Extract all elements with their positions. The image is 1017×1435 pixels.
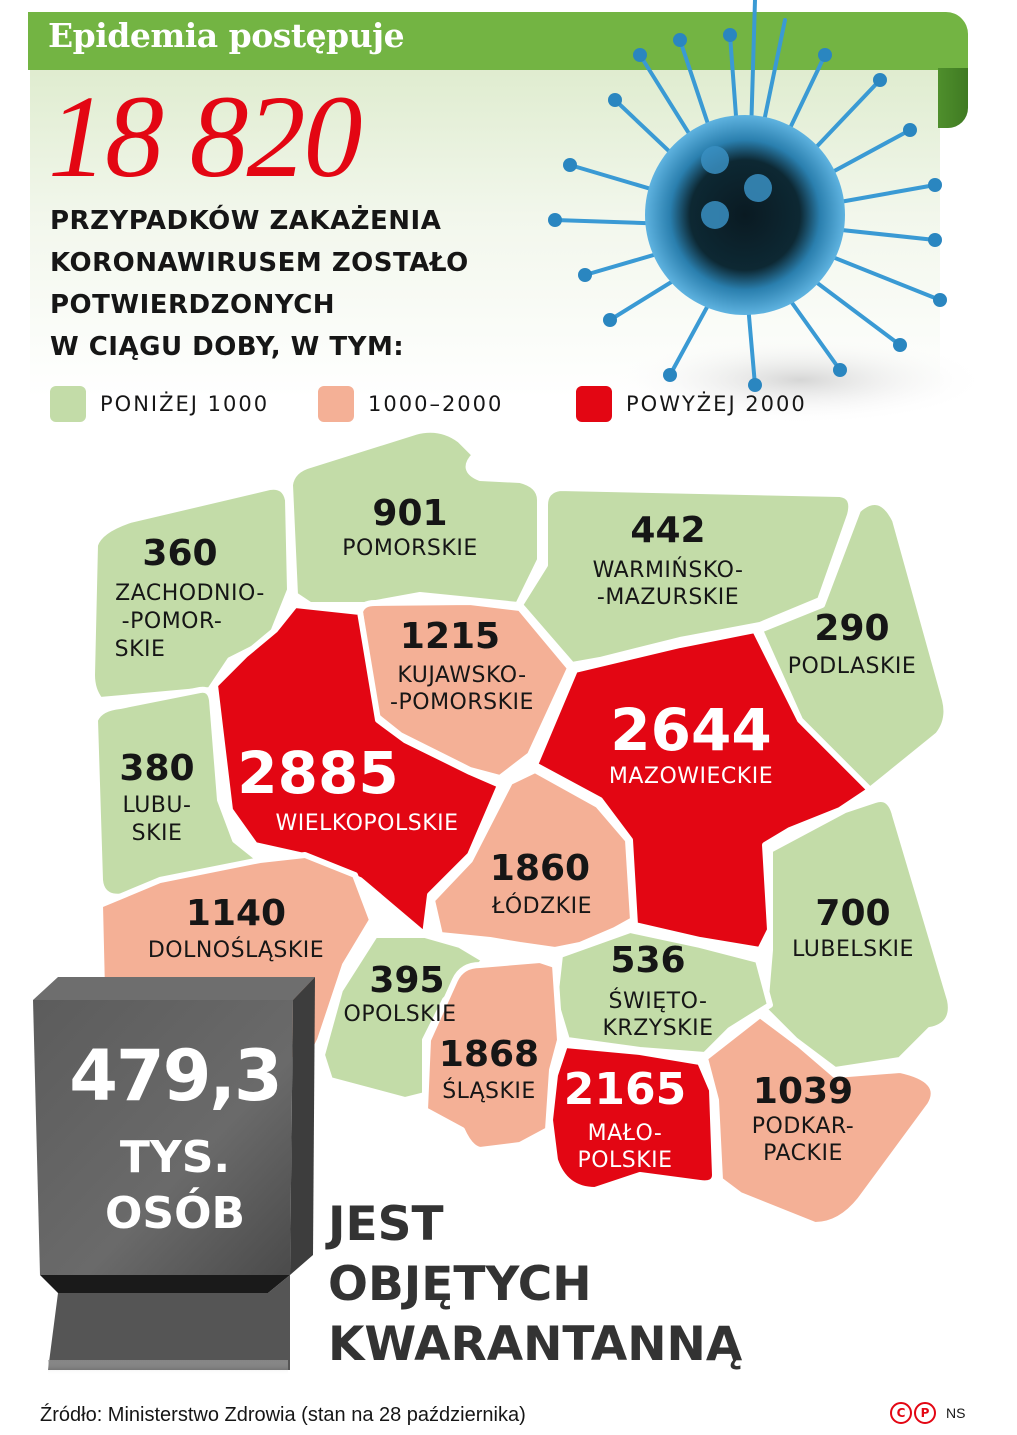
legend-label: 1000–2000 xyxy=(368,392,504,416)
legend-swatch-low xyxy=(50,386,86,422)
title-banner xyxy=(28,12,968,70)
subtitle: PRZYPADKÓW ZAKAŻENIA KORONAWIRUSEM ZOSTA… xyxy=(50,200,570,368)
region-value: 2885 xyxy=(237,739,398,807)
region-lubelskie[interactable] xyxy=(762,796,954,1073)
legend-item-low: PONIŻEJ 1000 xyxy=(50,385,269,423)
region-lubuskie[interactable] xyxy=(92,686,263,900)
subtitle-line: PRZYPADKÓW ZAKAŻENIA xyxy=(50,206,442,236)
region-name: ŁÓDZKIE xyxy=(491,893,592,919)
quarantine-unit-line: TYS. xyxy=(119,1132,231,1183)
region-name: ŚWIĘTO- xyxy=(609,988,708,1014)
region-name: ZACHODNIO- xyxy=(115,581,265,606)
copyright-icon: C xyxy=(890,1402,912,1424)
region-name: -POMOR- xyxy=(122,609,223,634)
region-value: 2644 xyxy=(610,696,771,764)
region-malopolskie[interactable] xyxy=(547,1042,718,1193)
banner-fold xyxy=(938,68,968,128)
quarantine-unit-line: OSÓB xyxy=(104,1188,246,1239)
region-name: OPOLSKIE xyxy=(344,1002,457,1027)
quarantine-number: 479,3 xyxy=(69,1035,282,1117)
region-value: 395 xyxy=(369,960,444,1001)
legend-label: POWYŻEJ 2000 xyxy=(626,392,807,416)
region-name: DOLNOŚLĄSKIE xyxy=(148,937,324,963)
region-name: WIELKOPOLSKIE xyxy=(275,811,458,836)
region-name: KRZYSKIE xyxy=(602,1016,713,1041)
quarantine-text-line: KWARANTANNĄ xyxy=(328,1317,743,1372)
region-name: SKIE xyxy=(115,637,166,662)
region-name: ŚLĄSKIE xyxy=(442,1078,536,1104)
virus-icon xyxy=(548,0,980,425)
subtitle-line: POTWIERDZONYCH xyxy=(50,290,336,320)
region-name: PODKAR- xyxy=(752,1114,854,1139)
legend-item-mid: 1000–2000 xyxy=(318,385,503,423)
region-name: POLSKIE xyxy=(577,1148,672,1173)
region-value: 1215 xyxy=(400,616,500,657)
region-name: MAŁO- xyxy=(588,1121,663,1146)
region-value: 2165 xyxy=(564,1064,686,1115)
region-name: -POMORSKIE xyxy=(390,690,534,715)
region-podlaskie[interactable] xyxy=(757,499,950,793)
quarantine-block xyxy=(33,977,315,1375)
page-title: Epidemia postępuje xyxy=(48,16,405,55)
region-value: 1039 xyxy=(753,1071,853,1112)
region-value: 1860 xyxy=(490,848,590,889)
region-value: 901 xyxy=(372,493,447,534)
region-name: POMORSKIE xyxy=(342,536,477,561)
phonogram-icon: P xyxy=(914,1402,936,1424)
legend-item-high: POWYŻEJ 2000 xyxy=(576,385,807,423)
region-swietokrzyskie[interactable] xyxy=(552,927,773,1058)
region-name: WARMIŃSKO- xyxy=(593,557,744,583)
region-name: KUJAWSKO- xyxy=(397,663,526,688)
region-value: 380 xyxy=(119,748,194,789)
region-name: PODLASKIE xyxy=(788,654,917,679)
legend-swatch-mid xyxy=(318,386,354,422)
quarantine-text: JEST OBJĘTYCH KWARANTANNĄ xyxy=(328,1195,808,1375)
region-name: PACKIE xyxy=(763,1141,843,1166)
quarantine-text-line: JEST xyxy=(328,1197,444,1252)
region-value: 442 xyxy=(630,510,705,551)
region-warminsko-mazurskie[interactable] xyxy=(517,485,855,668)
region-name: LUBELSKIE xyxy=(792,937,914,962)
region-podkarpackie[interactable] xyxy=(702,1012,937,1228)
region-zachodniopomorskie[interactable] xyxy=(89,483,293,703)
subtitle-line: KORONAWIRUSEM ZOSTAŁO xyxy=(50,248,469,278)
quarantine-text-line: OBJĘTYCH xyxy=(328,1257,592,1312)
subtitle-line: W CIĄGU DOBY, W TYM: xyxy=(50,332,405,362)
region-value: 1868 xyxy=(439,1034,539,1075)
region-value: 536 xyxy=(610,940,685,981)
region-name: -MAZURSKIE xyxy=(597,585,739,610)
region-name: SKIE xyxy=(132,821,183,846)
region-slaskie[interactable] xyxy=(422,957,563,1153)
quarantine-unit: TYS. OSÓB xyxy=(55,1130,295,1242)
copyright: C P NS xyxy=(890,1402,965,1424)
region-value: 700 xyxy=(815,893,890,934)
region-value: 1140 xyxy=(186,893,286,934)
region-value: 360 xyxy=(142,533,217,574)
author-initials: NS xyxy=(946,1405,966,1421)
total-cases: 18 820 xyxy=(48,71,362,202)
legend-swatch-high xyxy=(576,386,612,422)
region-lodzkie[interactable] xyxy=(429,767,636,953)
region-name: MAZOWIECKIE xyxy=(609,764,773,789)
source-note: Źródło: Ministerstwo Zdrowia (stan na 28… xyxy=(40,1404,526,1426)
region-name: LUBU- xyxy=(123,793,192,818)
region-value: 290 xyxy=(814,608,889,649)
region-wielkopolskie[interactable] xyxy=(212,602,503,938)
region-pomorskie[interactable] xyxy=(287,426,543,608)
legend-label: PONIŻEJ 1000 xyxy=(100,392,270,416)
